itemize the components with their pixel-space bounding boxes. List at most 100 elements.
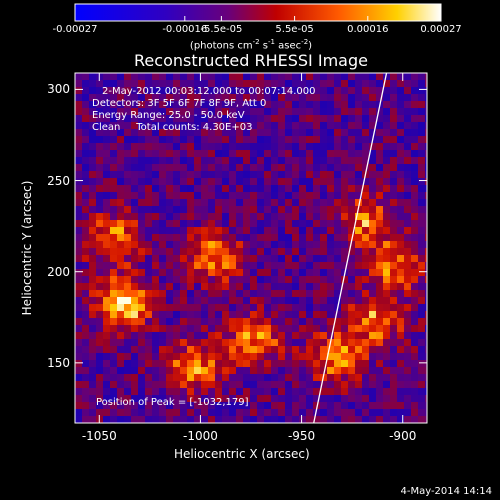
heatmap-cell	[327, 115, 335, 123]
heatmap-cell	[103, 87, 111, 95]
heatmap-cell	[397, 94, 405, 102]
heatmap-cell	[334, 332, 342, 340]
heatmap-cell	[334, 311, 342, 319]
heatmap-cell	[334, 80, 342, 88]
heatmap-cell	[110, 136, 118, 144]
heatmap-cell	[187, 87, 195, 95]
heatmap-cell	[138, 297, 146, 305]
heatmap-cell	[166, 416, 174, 423]
heatmap-cell	[404, 381, 412, 389]
heatmap-cell	[383, 164, 391, 172]
x-tick-label: -1000	[182, 429, 218, 443]
heatmap-cell	[306, 220, 314, 228]
heatmap-cell	[411, 122, 419, 130]
heatmap-cell	[327, 108, 335, 116]
heatmap-cell	[236, 374, 244, 382]
heatmap-cell	[236, 325, 244, 333]
heatmap-cell	[89, 283, 97, 291]
heatmap-cell	[131, 381, 139, 389]
heatmap-cell	[362, 402, 370, 410]
heatmap-cell	[411, 108, 419, 116]
heatmap-cell	[369, 115, 377, 123]
heatmap-cell	[131, 157, 139, 165]
heatmap-cell	[271, 227, 279, 235]
heatmap-cell	[208, 101, 216, 109]
heatmap-cell	[285, 185, 293, 193]
heatmap-cell	[383, 248, 391, 256]
heatmap-cell	[89, 178, 97, 186]
heatmap-cell	[215, 101, 223, 109]
heatmap-cell	[418, 80, 426, 88]
heatmap-cell	[299, 262, 307, 270]
heatmap-cell	[243, 122, 251, 130]
heatmap-cell	[117, 164, 125, 172]
heatmap-cell	[117, 290, 125, 298]
heatmap-cell	[404, 192, 412, 200]
heatmap-cell	[327, 353, 335, 361]
heatmap-cell	[75, 374, 83, 382]
heatmap-cell	[257, 332, 265, 340]
heatmap-cell	[397, 73, 405, 81]
heatmap-cell	[278, 150, 286, 158]
heatmap-cell	[327, 199, 335, 207]
heatmap-cell	[145, 276, 153, 284]
heatmap-cell	[250, 339, 258, 347]
heatmap-cell	[425, 241, 427, 249]
heatmap-cell	[166, 318, 174, 326]
heatmap-cell	[236, 311, 244, 319]
heatmap-cell	[278, 304, 286, 312]
heatmap-cell	[180, 178, 188, 186]
heatmap-cell	[124, 374, 132, 382]
heatmap-cell	[299, 388, 307, 396]
heatmap-cell	[166, 276, 174, 284]
heatmap-cell	[369, 241, 377, 249]
heatmap-cell	[124, 360, 132, 368]
heatmap-cell	[215, 367, 223, 375]
heatmap-cell	[159, 101, 167, 109]
heatmap-cell	[194, 129, 202, 137]
heatmap-cell	[222, 381, 230, 389]
heatmap-cell	[341, 311, 349, 319]
heatmap-cell	[299, 255, 307, 263]
heatmap-cell	[411, 220, 419, 228]
heatmap-cell	[208, 304, 216, 312]
heatmap-cell	[313, 367, 321, 375]
heatmap-cell	[278, 346, 286, 354]
heatmap-cell	[299, 185, 307, 193]
heatmap-cell	[285, 241, 293, 249]
heatmap-cell	[138, 87, 146, 95]
heatmap-cell	[110, 360, 118, 368]
heatmap-cell	[341, 297, 349, 305]
heatmap-cell	[278, 402, 286, 410]
heatmap-cell	[327, 213, 335, 221]
colorbar-tick-label: 5.5e-05	[275, 24, 314, 35]
heatmap-cell	[327, 416, 335, 423]
heatmap-cell	[103, 255, 111, 263]
heatmap-cell	[390, 101, 398, 109]
heatmap-cell	[285, 318, 293, 326]
heatmap-cell	[285, 234, 293, 242]
heatmap-cell	[327, 143, 335, 151]
heatmap-cell	[306, 101, 314, 109]
heatmap-cell	[334, 402, 342, 410]
heatmap-cell	[187, 367, 195, 375]
heatmap-cell	[166, 311, 174, 319]
heatmap-cell	[362, 339, 370, 347]
heatmap-cell	[215, 80, 223, 88]
heatmap-cell	[320, 262, 328, 270]
heatmap-cell	[334, 381, 342, 389]
heatmap-cell	[96, 360, 104, 368]
heatmap-cell	[236, 353, 244, 361]
heatmap-cell	[250, 213, 258, 221]
heatmap-cell	[383, 311, 391, 319]
heatmap-cell	[166, 234, 174, 242]
heatmap-cell	[299, 248, 307, 256]
heatmap-cell	[425, 143, 427, 151]
colorbar-ticks	[74, 16, 442, 21]
heatmap-cell	[362, 108, 370, 116]
heatmap-cell	[404, 234, 412, 242]
heatmap-cell	[89, 367, 97, 375]
heatmap-cell	[152, 269, 160, 277]
heatmap-cell	[292, 241, 300, 249]
heatmap-cell	[257, 115, 265, 123]
